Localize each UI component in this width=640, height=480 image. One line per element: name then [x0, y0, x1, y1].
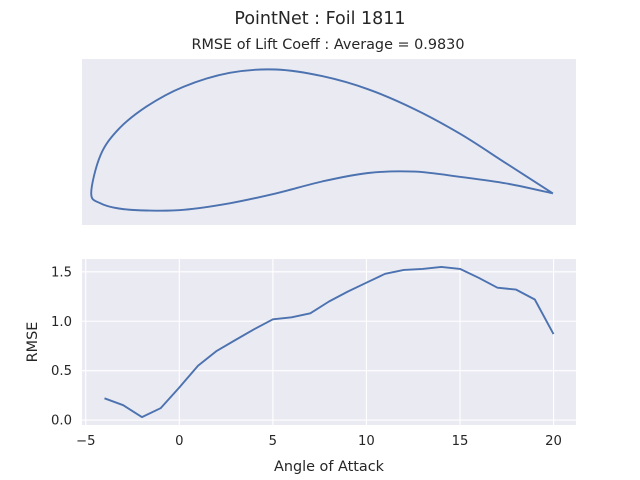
y-tick-label: 1.0: [51, 315, 72, 330]
x-tick-label: 10: [358, 434, 375, 449]
rmse-axes: −5 0 5 10 15 20 0.00.51.01.5 Angle of Attack …: [25, 259, 576, 475]
y-tick-label: 0.0: [51, 414, 72, 429]
y-tick-labels: 0.0 0.5 1.0 1.5: [51, 265, 72, 428]
x-axis-label: Angle of Attack: [274, 459, 385, 475]
x-tick-label: 0: [175, 434, 183, 449]
y-tick-label: 1.5: [51, 265, 72, 280]
y-tick-label: 0.5: [51, 364, 72, 379]
x-tick-label: −5: [76, 434, 95, 449]
x-tick-label: 5: [269, 434, 277, 449]
airfoil-outline: [90, 68, 554, 212]
x-tick-label: 15: [452, 434, 469, 449]
figure-title: PointNet : Foil 1811: [234, 9, 405, 29]
rmse-grid: [82, 259, 576, 425]
x-tick-label: 20: [545, 434, 562, 449]
rmse-axes-background: [82, 259, 576, 425]
y-axis-label: RMSE: [25, 322, 41, 363]
x-tick-labels: −5 0 5 10 15 20: [76, 434, 562, 449]
figure-subtitle: RMSE of Lift Coeff : Average = 0.9830: [192, 37, 465, 53]
airfoil-axes-background: [82, 59, 576, 225]
airfoil-axes: [82, 59, 576, 225]
rmse-series-line: [104, 265, 555, 419]
